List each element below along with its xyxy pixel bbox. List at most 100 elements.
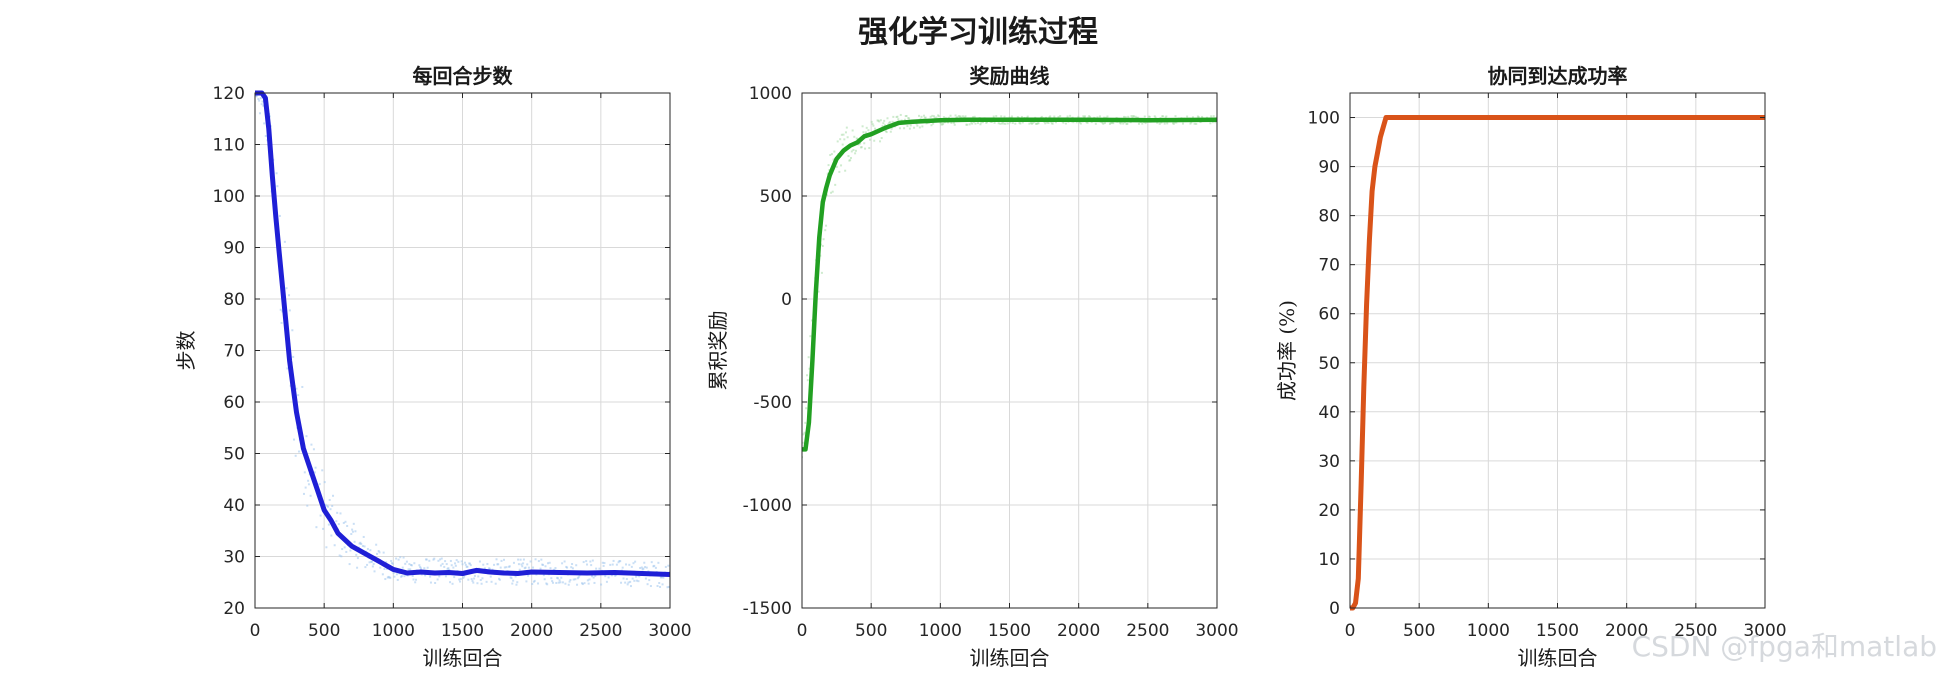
steps-raw-point bbox=[439, 558, 442, 561]
steps-x-tick-label: 1000 bbox=[372, 621, 415, 641]
steps-raw-point bbox=[612, 559, 615, 562]
steps-grid bbox=[254, 92, 671, 609]
steps-raw-point bbox=[531, 582, 534, 585]
reward-raw-point bbox=[869, 138, 872, 141]
steps-raw-point bbox=[470, 578, 473, 581]
reward-raw-point bbox=[1123, 115, 1126, 118]
steps-raw-point bbox=[472, 581, 475, 584]
steps-raw-point bbox=[360, 543, 363, 546]
steps-raw-point bbox=[301, 385, 304, 388]
steps-raw-point bbox=[569, 578, 572, 581]
reward-raw-point bbox=[852, 149, 855, 152]
steps-raw-point bbox=[346, 524, 349, 527]
success-y-tick-label: 0 bbox=[1329, 599, 1340, 619]
steps-raw-point bbox=[292, 355, 295, 358]
steps-raw-point bbox=[666, 586, 669, 589]
steps-raw-point bbox=[609, 563, 612, 566]
reward-raw-point bbox=[840, 133, 843, 136]
steps-raw-point bbox=[389, 576, 392, 579]
steps-raw-point bbox=[359, 541, 362, 544]
steps-raw-point bbox=[639, 567, 642, 570]
steps-raw-point bbox=[295, 387, 298, 390]
steps-raw-point bbox=[643, 561, 646, 564]
panel-success: 0 500 1000 1500 2000 2500 3000 0 10 20 30 40 50 60 70 8… bbox=[1275, 64, 1787, 670]
reward-raw-point bbox=[1084, 115, 1087, 118]
steps-raw-point bbox=[294, 454, 297, 457]
steps-raw-point bbox=[549, 567, 552, 570]
steps-raw-point bbox=[659, 585, 662, 588]
steps-raw-point bbox=[437, 559, 440, 562]
steps-raw-point bbox=[401, 566, 404, 569]
steps-raw-point bbox=[558, 579, 561, 582]
steps-raw-point bbox=[297, 394, 300, 397]
steps-raw-point bbox=[486, 562, 489, 565]
reward-raw-point bbox=[1173, 121, 1176, 124]
reward-raw-point bbox=[883, 119, 886, 122]
reward-raw-point bbox=[809, 335, 812, 338]
steps-raw-point bbox=[629, 585, 632, 588]
steps-raw-point bbox=[376, 552, 379, 555]
steps-raw-point bbox=[563, 560, 566, 563]
reward-raw-point bbox=[1127, 115, 1130, 118]
steps-raw-point bbox=[332, 494, 335, 497]
steps-raw-point bbox=[306, 504, 309, 507]
steps-raw-point bbox=[527, 574, 530, 577]
reward-raw-point bbox=[942, 122, 945, 125]
reward-moving-average-line bbox=[802, 117, 1217, 452]
steps-raw-point bbox=[557, 581, 560, 584]
steps-raw-point bbox=[564, 582, 567, 585]
reward-raw-point bbox=[921, 125, 924, 128]
reward-raw-point bbox=[1003, 115, 1006, 118]
steps-raw-point bbox=[637, 580, 640, 583]
reward-raw-point bbox=[885, 131, 888, 134]
steps-raw-point bbox=[551, 580, 554, 583]
steps-raw-point bbox=[555, 581, 558, 584]
steps-y-tick-label: 120 bbox=[213, 84, 245, 104]
reward-raw-point bbox=[1086, 121, 1089, 124]
reward-raw-point bbox=[942, 116, 945, 119]
success-plot-area bbox=[1350, 115, 1765, 611]
reward-raw-point bbox=[849, 159, 852, 162]
reward-raw-point bbox=[993, 121, 996, 124]
reward-raw-point bbox=[1021, 121, 1024, 124]
steps-raw-point bbox=[255, 95, 258, 98]
steps-raw-point bbox=[537, 582, 540, 585]
reward-raw-point bbox=[879, 119, 882, 122]
steps-raw-point bbox=[594, 575, 597, 578]
steps-raw-point bbox=[315, 526, 318, 529]
reward-raw-point bbox=[1004, 122, 1007, 125]
success-grid bbox=[1349, 93, 1766, 609]
steps-raw-point bbox=[483, 567, 486, 570]
reward-raw-point bbox=[1051, 122, 1054, 125]
steps-raw-point bbox=[550, 577, 553, 580]
success-x-tick-label: 0 bbox=[1345, 621, 1356, 641]
reward-raw-point bbox=[846, 136, 849, 139]
reward-raw-point bbox=[1165, 115, 1168, 118]
reward-x-label: 训练回合 bbox=[970, 646, 1050, 670]
steps-raw-point bbox=[361, 545, 364, 548]
steps-raw-point bbox=[505, 566, 508, 569]
steps-raw-point bbox=[419, 566, 422, 569]
steps-raw-point bbox=[521, 565, 524, 568]
reward-raw-point bbox=[824, 229, 827, 232]
steps-raw-point bbox=[628, 563, 631, 566]
steps-raw-point bbox=[395, 573, 398, 576]
steps-raw-point bbox=[468, 562, 471, 565]
reward-raw-point bbox=[841, 143, 844, 146]
steps-moving-average-line bbox=[255, 90, 670, 577]
steps-raw-point bbox=[413, 562, 416, 565]
steps-y-tick-label: 40 bbox=[223, 496, 245, 516]
steps-raw-point bbox=[452, 566, 455, 569]
reward-x-tick-label: 3000 bbox=[1195, 621, 1238, 641]
steps-raw-point bbox=[633, 579, 636, 582]
reward-raw-point bbox=[1031, 122, 1034, 125]
steps-raw-point bbox=[571, 567, 574, 570]
reward-raw-point bbox=[1054, 121, 1057, 124]
reward-raw-point bbox=[1137, 116, 1140, 119]
reward-raw-point bbox=[1047, 121, 1050, 124]
steps-raw-point bbox=[654, 566, 657, 569]
success-y-tick-label: 100 bbox=[1308, 109, 1340, 129]
reward-raw-point bbox=[1106, 115, 1109, 118]
reward-y-tick-label: -1000 bbox=[743, 496, 792, 516]
reward-raw-point bbox=[864, 131, 867, 134]
